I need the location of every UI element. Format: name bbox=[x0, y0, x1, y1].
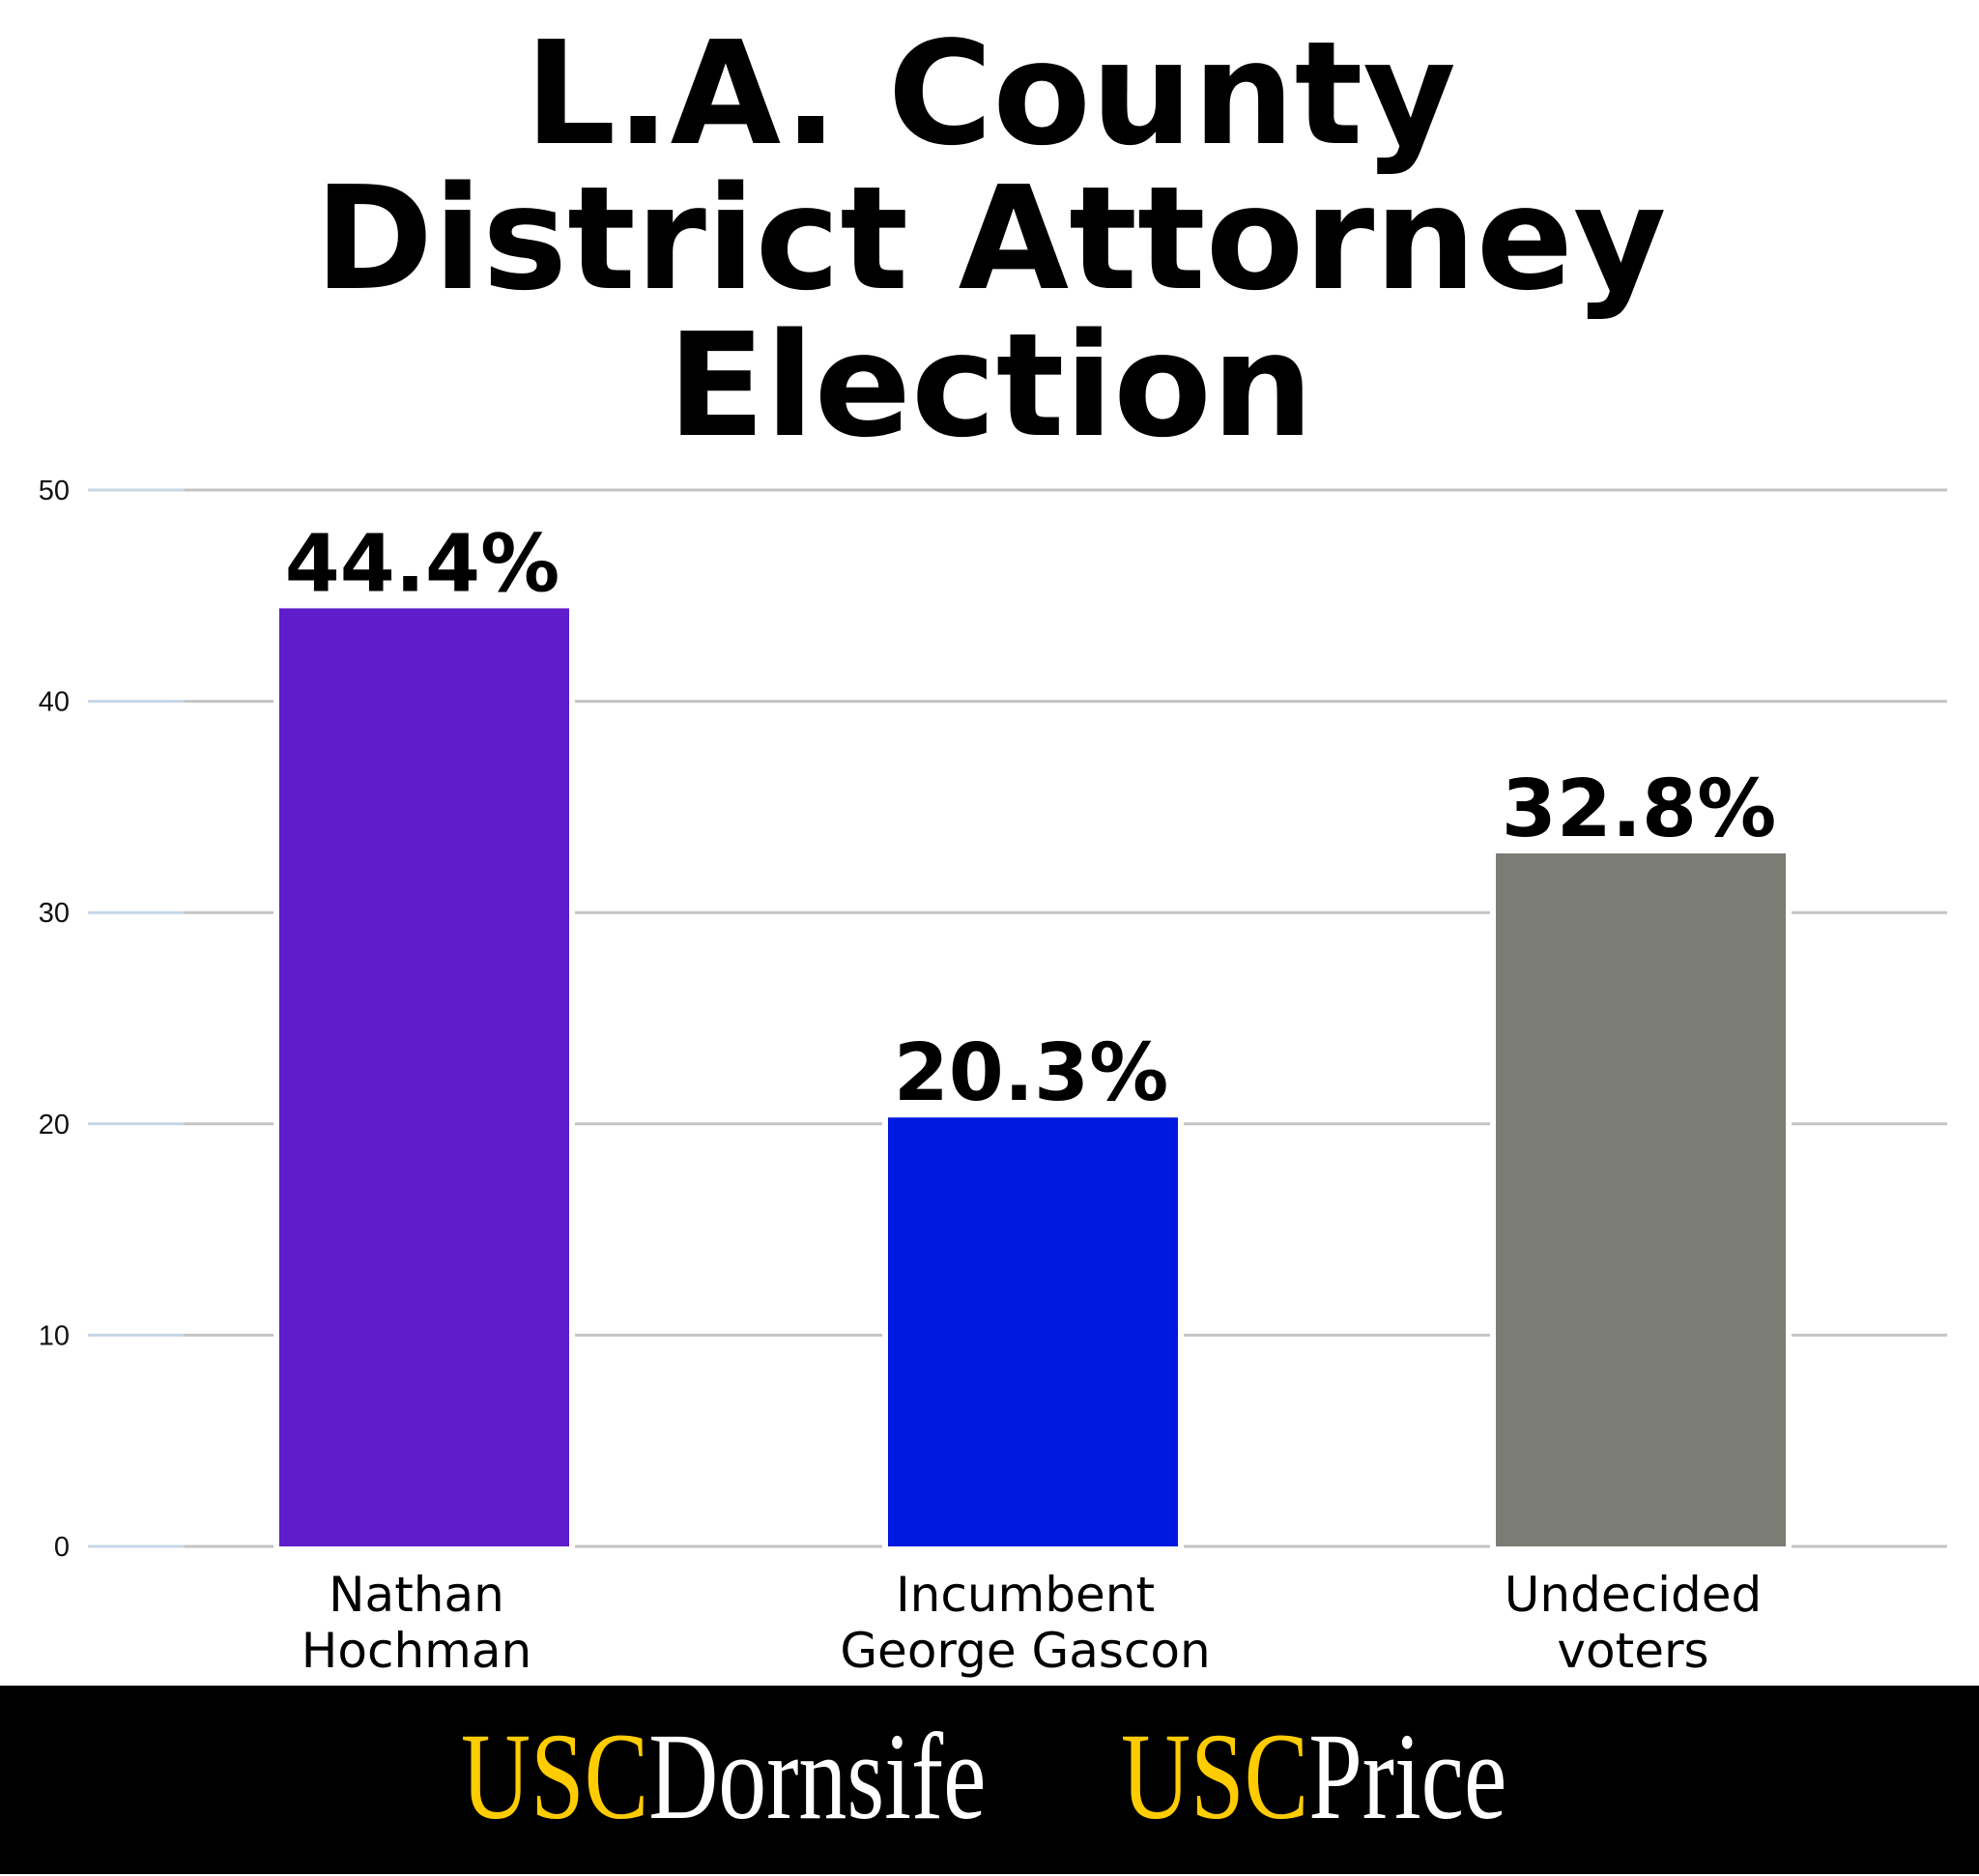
data-label: 32.8% bbox=[1502, 764, 1776, 855]
footer-bar bbox=[0, 1686, 1979, 1874]
y-tick-label: 40 bbox=[39, 687, 70, 718]
data-label: 44.4% bbox=[285, 518, 559, 610]
chart-title: L.A. County District Attorney Election bbox=[314, 11, 1666, 469]
logo-prefix: USC bbox=[461, 1708, 648, 1845]
category-label: Incumbent bbox=[896, 1567, 1155, 1623]
y-tick-label: 50 bbox=[39, 476, 70, 506]
category-label: Nathan bbox=[329, 1567, 504, 1623]
y-tick-label: 30 bbox=[39, 898, 70, 929]
category-label: George Gascon bbox=[840, 1623, 1210, 1679]
y-tick-label: 0 bbox=[54, 1532, 70, 1563]
title-line-2: District Attorney bbox=[314, 156, 1666, 322]
bar bbox=[279, 608, 569, 1546]
y-axis-ticks: 0 10 20 30 40 50 bbox=[39, 476, 70, 1563]
logo-name: Dornsife bbox=[648, 1708, 986, 1845]
category-label: Hochman bbox=[301, 1623, 531, 1679]
bars bbox=[273, 606, 1792, 1548]
category-label: voters bbox=[1557, 1623, 1708, 1679]
logo-prefix: USC bbox=[1121, 1708, 1308, 1845]
data-label: 20.3% bbox=[894, 1027, 1168, 1119]
usc-dornsife-logo: USCDornsife bbox=[461, 1708, 986, 1845]
y-tick-label: 10 bbox=[39, 1320, 70, 1351]
usc-price-logo: USCPrice bbox=[1121, 1708, 1506, 1845]
bar bbox=[1496, 852, 1786, 1546]
y-tick-label: 20 bbox=[39, 1110, 70, 1140]
title-line-1: L.A. County bbox=[525, 11, 1456, 177]
footer-logos: USCDornsife USCPrice bbox=[461, 1708, 1506, 1845]
category-label: Undecided bbox=[1505, 1567, 1762, 1623]
logo-name: Price bbox=[1308, 1708, 1506, 1845]
data-labels: 44.4% 20.3% 32.8% bbox=[285, 518, 1776, 1119]
title-line-3: Election bbox=[668, 303, 1313, 469]
bar bbox=[888, 1117, 1178, 1546]
